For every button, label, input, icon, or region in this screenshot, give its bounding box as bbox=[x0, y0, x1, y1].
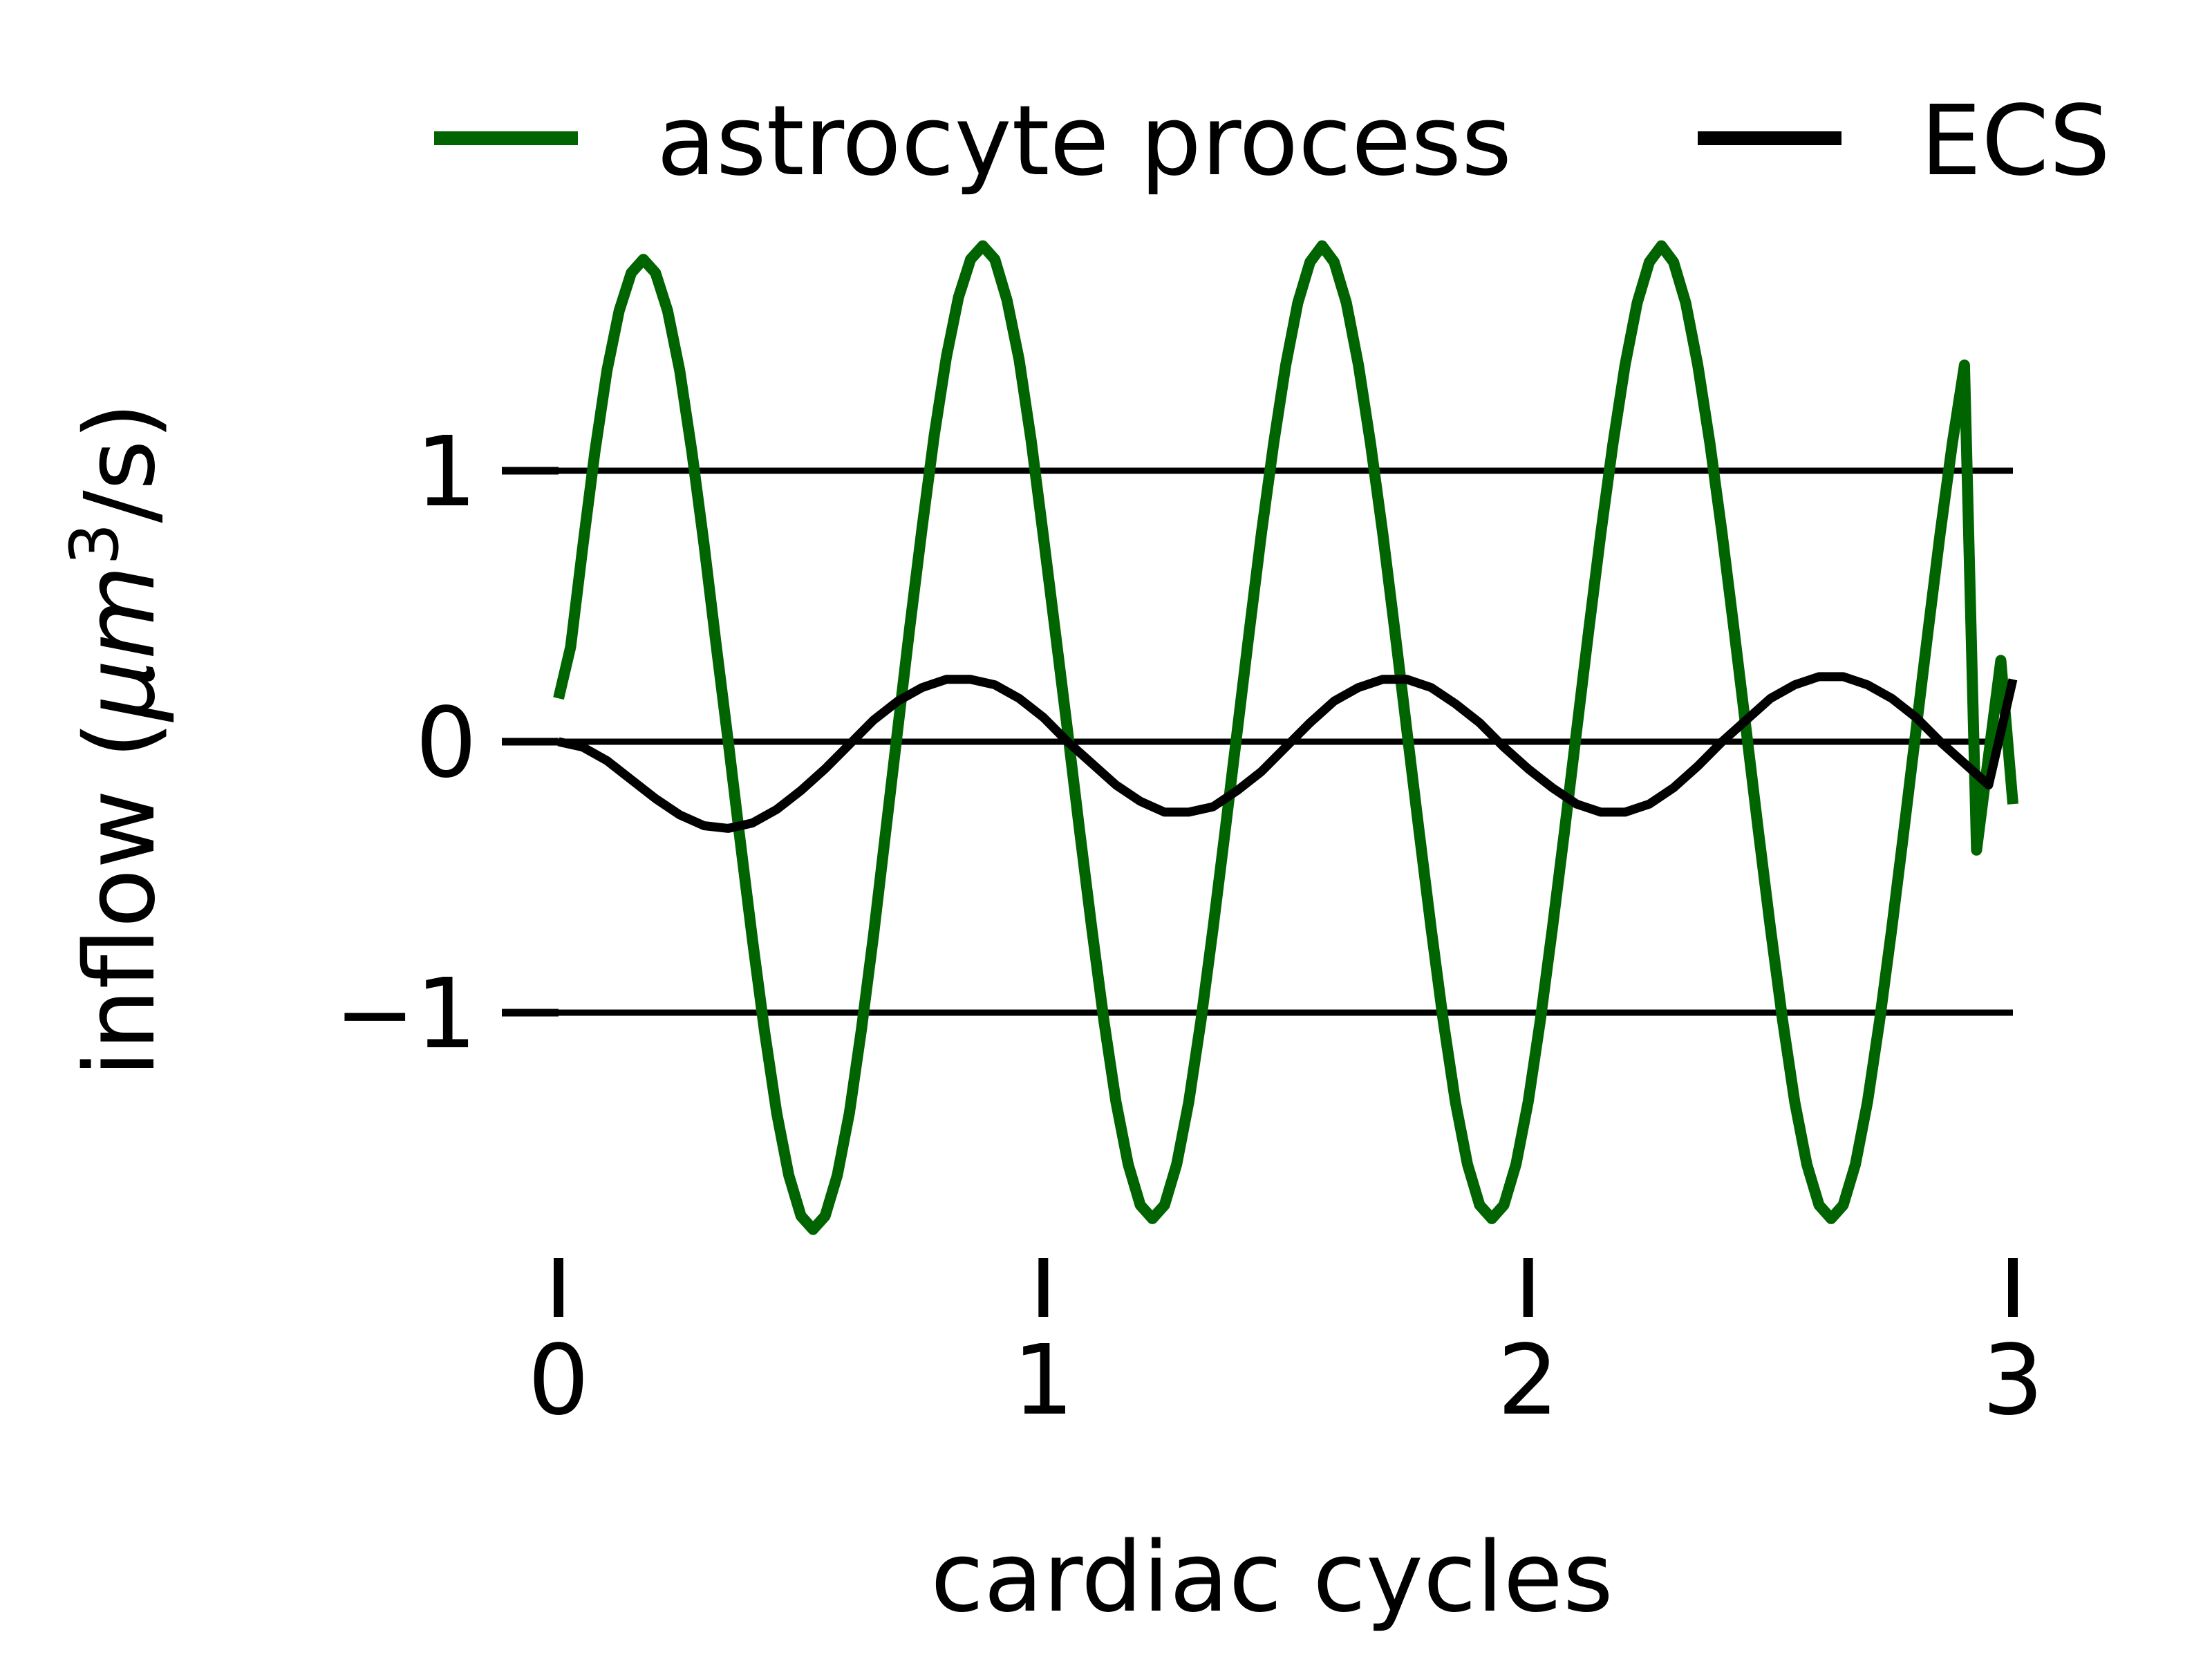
series-lines bbox=[553, 240, 2018, 1235]
y-axis-label: inflow (μm3/s) bbox=[56, 402, 177, 1077]
y-tick-label-0: −1 bbox=[335, 958, 477, 1071]
legend-label-0: astrocyte process bbox=[657, 85, 1512, 198]
y-tick-label-2: 1 bbox=[415, 416, 477, 529]
x-tick-label-0: 0 bbox=[527, 1324, 589, 1437]
legend-label-1: ECS bbox=[1920, 85, 2110, 198]
x-axis-ticks: 0 1 2 3 bbox=[527, 1258, 2044, 1437]
series-line-astrocyte-process bbox=[553, 240, 2018, 1235]
x-tick-label-2: 2 bbox=[1497, 1324, 1559, 1437]
x-tick-label-1: 1 bbox=[1013, 1324, 1074, 1437]
x-axis-label: cardiac cycles bbox=[930, 1521, 1613, 1634]
y-tick-label-1: 0 bbox=[415, 687, 477, 800]
y-axis-ticks: −1 0 1 bbox=[335, 416, 559, 1071]
legend: astrocyte process ECS bbox=[434, 85, 2110, 198]
series-line-ecs bbox=[557, 672, 2018, 833]
x-tick-label-3: 3 bbox=[1982, 1324, 2043, 1437]
